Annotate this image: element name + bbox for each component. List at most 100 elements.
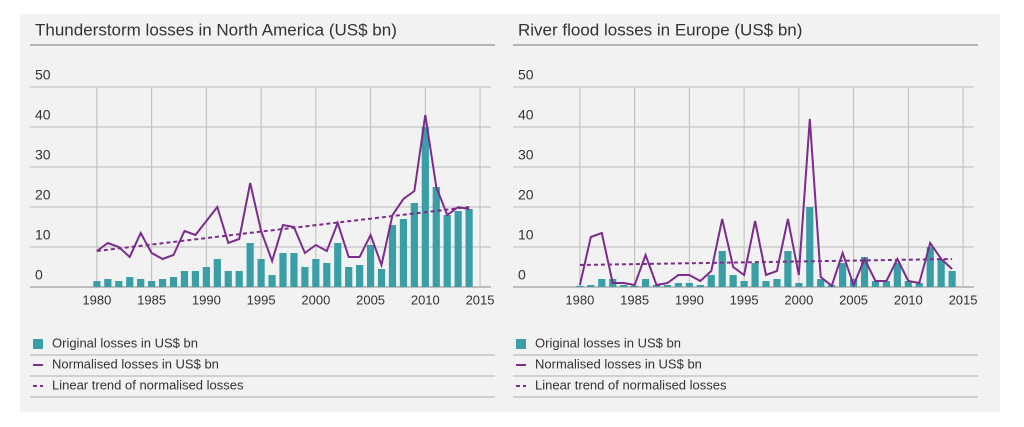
bar [312, 259, 320, 287]
line [96, 114, 470, 269]
bar [257, 259, 265, 287]
x-tick-label: 1990 [675, 292, 704, 307]
panel-background [20, 14, 1000, 412]
x-tick-label: 2000 [301, 292, 330, 307]
x-tick-label: 1995 [247, 292, 276, 307]
bar [685, 283, 693, 287]
bar [454, 211, 462, 287]
x-tick-label: 1980 [82, 292, 111, 307]
y-tick-label: 10 [518, 227, 534, 243]
bar [334, 243, 342, 287]
bar [871, 281, 880, 287]
line [578, 118, 953, 288]
bar [290, 253, 298, 287]
trend-line [579, 258, 953, 266]
bar [443, 215, 451, 287]
bar [915, 283, 923, 287]
bar [762, 281, 770, 287]
bar [323, 263, 331, 287]
bar [235, 271, 243, 287]
x-tick-label: 2015 [466, 292, 495, 307]
bar [773, 279, 781, 287]
bar [356, 265, 364, 287]
bar [620, 285, 628, 287]
bar [137, 279, 145, 287]
bar [893, 263, 901, 287]
x-tick-label: 2010 [411, 292, 440, 307]
y-tick-label: 20 [518, 187, 534, 203]
chart-title: River flood losses in Europe (US$ bn) [518, 20, 802, 39]
bar [93, 281, 101, 287]
bar [631, 285, 639, 287]
bar [948, 271, 956, 287]
chart-title: Thunderstorm losses in North America (US… [35, 20, 397, 39]
y-tick-label: 40 [35, 107, 51, 123]
bar [937, 259, 945, 287]
bar [432, 187, 440, 287]
y-tick-label: 30 [35, 147, 51, 163]
bar [148, 281, 156, 287]
bar [795, 283, 803, 287]
x-tick-label: 2000 [784, 292, 813, 307]
bar [126, 277, 134, 287]
x-tick-label: 1985 [620, 292, 649, 307]
bar [202, 267, 210, 287]
y-tick-label: 40 [518, 107, 534, 123]
bar [707, 275, 715, 287]
bar [366, 245, 375, 287]
x-tick-label: 1995 [730, 292, 759, 307]
bar [839, 263, 847, 287]
bar [904, 281, 912, 287]
bar [806, 207, 814, 287]
x-tick-label: 2015 [949, 292, 978, 307]
bar [926, 247, 934, 287]
bar [718, 251, 726, 287]
bar [751, 263, 759, 287]
bar [674, 283, 683, 287]
bar [158, 279, 167, 287]
legend-swatch [516, 339, 526, 349]
y-tick-label: 0 [35, 267, 43, 283]
bar [191, 271, 200, 287]
bar [740, 281, 748, 287]
y-tick-label: 0 [518, 267, 526, 283]
legend-label: Normalised losses in US$ bn [52, 356, 219, 371]
y-tick-label: 50 [35, 67, 51, 83]
y-tick-label: 10 [35, 227, 51, 243]
bar [377, 269, 386, 287]
bar [465, 209, 473, 287]
legend-swatch [33, 339, 43, 349]
x-tick-label: 1980 [565, 292, 594, 307]
legend-label: Original losses in US$ bn [52, 335, 198, 350]
bar [882, 281, 891, 287]
bar [663, 285, 672, 287]
bar [104, 279, 112, 287]
bar [246, 243, 254, 287]
bar [279, 253, 287, 287]
legend-label: Normalised losses in US$ bn [535, 356, 702, 371]
x-tick-label: 2005 [356, 292, 385, 307]
bar [696, 285, 704, 287]
bar [641, 279, 650, 287]
bar [180, 271, 189, 287]
bar [817, 279, 825, 287]
legend-label: Original losses in US$ bn [535, 335, 681, 350]
legend-label: Linear trend of normalised losses [52, 377, 244, 392]
bar [860, 257, 869, 287]
x-tick-label: 2005 [839, 292, 868, 307]
bar [399, 219, 408, 287]
bar [729, 275, 737, 287]
x-tick-label: 1990 [192, 292, 221, 307]
bar [224, 271, 232, 287]
x-tick-label: 1985 [137, 292, 166, 307]
legend-label: Linear trend of normalised losses [535, 377, 727, 392]
bar [598, 279, 606, 287]
bar [388, 225, 397, 287]
y-tick-label: 30 [518, 147, 534, 163]
bar [345, 267, 353, 287]
bar [587, 285, 595, 287]
y-tick-label: 50 [518, 67, 534, 83]
bar [784, 251, 792, 287]
